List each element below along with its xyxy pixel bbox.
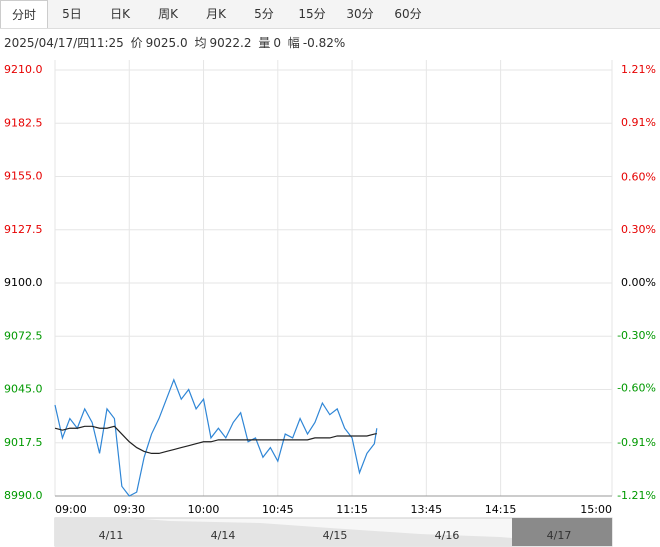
navigator-date: 4/11 — [99, 529, 124, 542]
y-tick-label: 9045.0 — [4, 383, 43, 396]
navigator-selection[interactable] — [512, 518, 612, 546]
navigator-sparkline — [55, 518, 512, 546]
tab[interactable]: 月K — [206, 7, 226, 21]
y-tick-label: 9100.0 — [4, 276, 43, 289]
y2-tick-label: -0.60% — [617, 382, 656, 395]
info-value: 9022.2 — [209, 36, 252, 50]
y-tick-label: 9155.0 — [4, 170, 43, 183]
y-tick-label: 9017.5 — [4, 436, 43, 449]
y-tick-label: 9210.0 — [4, 63, 43, 76]
y2-tick-label: 1.21% — [621, 63, 656, 76]
navigator-date: 4/15 — [323, 529, 348, 542]
info-time: 2025/04/17/四11:25 — [4, 36, 124, 50]
x-tick-label: 15:00 — [580, 503, 612, 516]
tab[interactable]: 15分 — [298, 7, 326, 21]
y-tick-label: 8990.0 — [4, 489, 43, 502]
y2-tick-label: 0.60% — [621, 170, 656, 183]
info-value: 9025.0 — [145, 36, 188, 50]
tab[interactable]: 5日 — [62, 7, 82, 21]
navigator-date: 4/17 — [547, 529, 572, 542]
navigator-date: 4/16 — [435, 529, 460, 542]
info-value: -0.82% — [302, 36, 346, 50]
navigator-date: 4/14 — [211, 529, 236, 542]
y-tick-label: 9182.5 — [4, 116, 43, 129]
tab[interactable]: 日K — [110, 7, 130, 21]
tab[interactable]: 分时 — [0, 0, 48, 28]
info-value: 0 — [273, 36, 281, 50]
y2-tick-label: 0.30% — [621, 223, 656, 236]
info-label: 均 — [194, 36, 207, 50]
y2-tick-label: 0.00% — [621, 276, 656, 289]
x-tick-label: 09:30 — [113, 503, 145, 516]
x-tick-label: 10:45 — [262, 503, 294, 516]
tab[interactable]: 周K — [158, 7, 178, 21]
x-tick-label: 09:00 — [55, 503, 87, 516]
x-tick-label: 14:15 — [485, 503, 517, 516]
y-tick-label: 9072.5 — [4, 329, 43, 342]
price-line — [54, 378, 378, 497]
x-tick-label: 11:15 — [336, 503, 368, 516]
y2-tick-label: -0.30% — [617, 329, 656, 342]
tab[interactable]: 60分 — [394, 7, 422, 21]
tab[interactable]: 30分 — [346, 7, 374, 21]
info-label: 幅 — [287, 36, 300, 50]
y2-tick-label: -0.91% — [617, 436, 656, 449]
y-tick-label: 9127.5 — [4, 223, 43, 236]
y2-tick-label: 0.91% — [621, 116, 656, 129]
price-line — [54, 425, 377, 454]
tab[interactable]: 5分 — [254, 7, 274, 21]
x-tick-label: 13:45 — [410, 503, 442, 516]
tab-bar: 分时 5日 日K 周K 月K 5分 15分 30分 60分 — [0, 0, 660, 29]
y2-tick-label: -1.21% — [617, 489, 656, 502]
info-label: 量 — [258, 36, 271, 50]
info-label: 价 — [130, 36, 143, 50]
x-tick-label: 10:00 — [188, 503, 220, 516]
